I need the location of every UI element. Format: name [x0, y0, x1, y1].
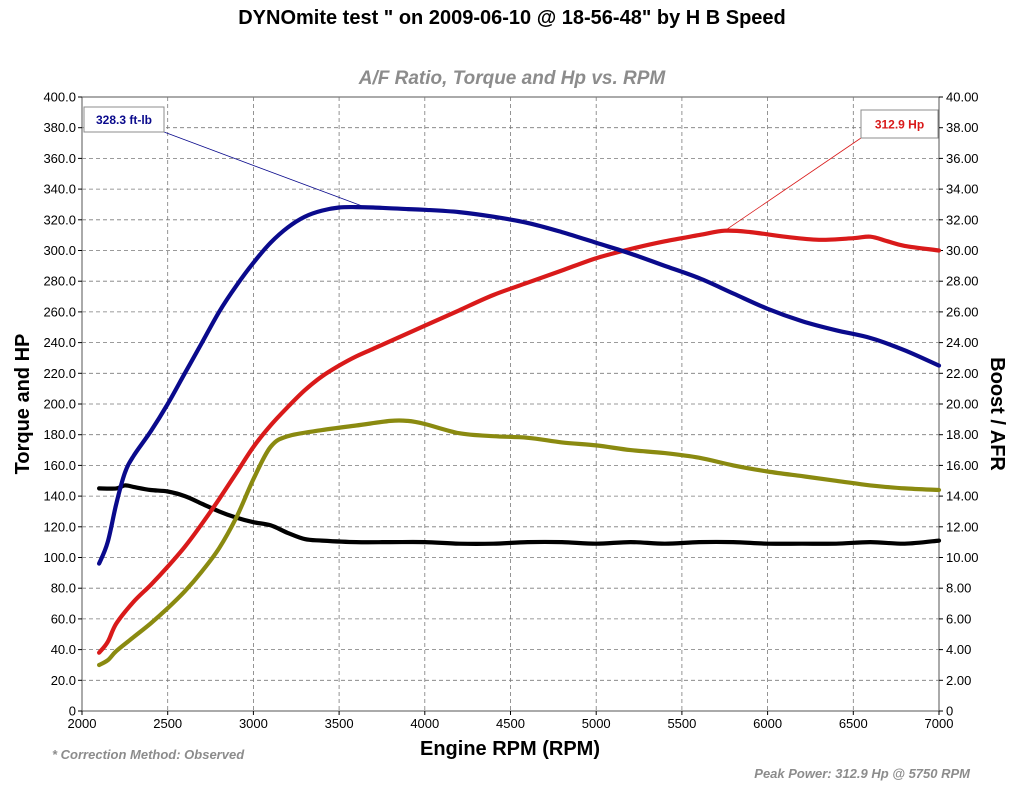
left-tick-label: 0 [69, 704, 76, 719]
right-tick-label: 38.00 [946, 120, 979, 135]
x-axis-label: Engine RPM (RPM) [420, 738, 600, 760]
left-tick-label: 400.0 [43, 90, 76, 105]
left-tick-label: 20.0 [51, 673, 76, 688]
right-tick-label: 4.00 [946, 642, 971, 657]
series-line-a-f-ratio [97, 483, 942, 546]
series-line-torque [97, 204, 942, 566]
right-tick-label: 18.00 [946, 427, 979, 442]
x-tick-label: 2000 [68, 716, 97, 731]
right-tick-label: 10.00 [946, 550, 979, 565]
chart-title: DYNOmite test " on 2009-06-10 @ 18-56-48… [238, 7, 786, 29]
left-tick-label: 380.0 [43, 120, 76, 135]
left-axis-ticks: 0 20.0 40.0 60.0 80.0 100.0 120.0 140.0 160.0 180… [43, 90, 82, 719]
left-tick-label: 320.0 [43, 212, 76, 227]
x-tick-label: 2500 [153, 716, 182, 731]
left-tick-label: 220.0 [43, 366, 76, 381]
right-tick-label: 2.00 [946, 673, 971, 688]
series-lines [97, 204, 942, 668]
right-tick-label: 30.00 [946, 243, 979, 258]
left-tick-label: 180.0 [43, 427, 76, 442]
right-tick-label: 26.00 [946, 304, 979, 319]
x-tick-label: 5500 [667, 716, 696, 731]
x-tick-label: 6000 [753, 716, 782, 731]
left-tick-label: 360.0 [43, 151, 76, 166]
callout-box [83, 106, 165, 133]
right-tick-label: 34.00 [946, 182, 979, 197]
x-tick-label: 3000 [239, 716, 268, 731]
right-axis-ticks: 0 2.00 4.00 6.00 8.00 10.00 12.00 14.00 16.00 18.… [939, 90, 979, 719]
left-tick-label: 80.0 [51, 581, 76, 596]
right-tick-label: 20.00 [946, 397, 979, 412]
right-tick-label: 0 [946, 704, 953, 719]
left-tick-label: 40.0 [51, 642, 76, 657]
x-tick-label: 5000 [582, 716, 611, 731]
right-tick-label: 28.00 [946, 274, 979, 289]
series-line-boost [97, 418, 942, 668]
x-tick-label: 4000 [410, 716, 439, 731]
callout-leader [163, 131, 365, 208]
right-tick-label: 24.00 [946, 335, 979, 350]
right-tick-label: 36.00 [946, 151, 979, 166]
right-tick-label: 22.00 [946, 366, 979, 381]
left-tick-label: 200.0 [43, 397, 76, 412]
right-tick-label: 12.00 [946, 519, 979, 534]
left-tick-label: 140.0 [43, 489, 76, 504]
x-tick-label: 4500 [496, 716, 525, 731]
right-tick-label: 14.00 [946, 489, 979, 504]
right-axis-label: Boost / AFR [986, 357, 1008, 471]
left-tick-label: 100.0 [43, 550, 76, 565]
x-axis-ticks: 2000 2500 3000 3500 4000 4500 5000 5500 6000 6500… [68, 711, 954, 731]
left-axis-label: Torque and HP [12, 334, 34, 475]
grid-lines [82, 97, 939, 711]
peak-callouts: 328.3 ft-lb 312.9 Hp [83, 106, 939, 232]
right-tick-label: 40.00 [946, 90, 979, 105]
chart-subtitle: A/F Ratio, Torque and Hp vs. RPM [358, 68, 667, 89]
left-tick-label: 120.0 [43, 519, 76, 534]
right-tick-label: 16.00 [946, 458, 979, 473]
x-tick-label: 7000 [925, 716, 954, 731]
callout-label: 328.3 ft-lb [96, 113, 152, 127]
left-tick-label: 260.0 [43, 304, 76, 319]
left-tick-label: 160.0 [43, 458, 76, 473]
left-tick-label: 280.0 [43, 274, 76, 289]
left-tick-label: 340.0 [43, 182, 76, 197]
right-tick-label: 6.00 [946, 611, 971, 626]
left-tick-label: 60.0 [51, 611, 76, 626]
callout-leader [724, 137, 862, 232]
left-tick-label: 300.0 [43, 243, 76, 258]
x-tick-label: 3500 [325, 716, 354, 731]
right-tick-label: 8.00 [946, 581, 971, 596]
peak-power-note: Peak Power: 312.9 Hp @ 5750 RPM [754, 766, 971, 781]
series-line-horsepower [97, 228, 942, 655]
callout-label: 312.9 Hp [875, 118, 924, 132]
callout-box [860, 109, 939, 139]
x-tick-label: 6500 [839, 716, 868, 731]
right-tick-label: 32.00 [946, 212, 979, 227]
correction-method-note: * Correction Method: Observed [52, 747, 245, 762]
left-tick-label: 240.0 [43, 335, 76, 350]
